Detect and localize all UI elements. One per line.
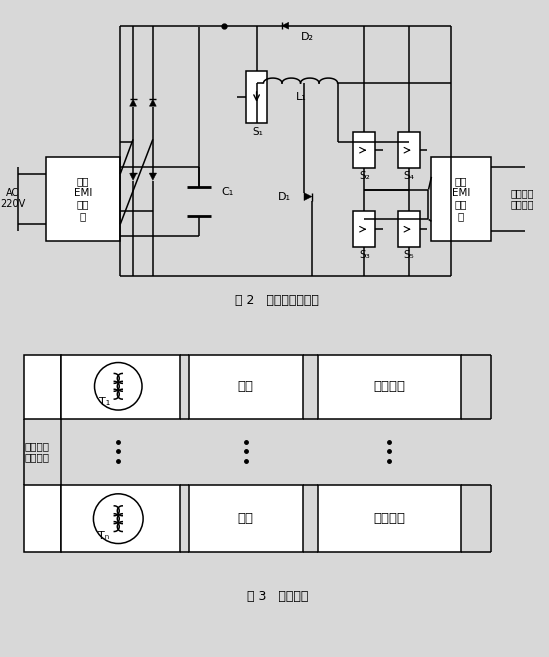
Bar <box>189 355 303 419</box>
Text: 输入
EMI
滤波
器: 输入 EMI 滤波 器 <box>74 176 92 221</box>
Polygon shape <box>282 22 289 29</box>
Bar <box>24 485 61 553</box>
Bar <box>318 485 461 553</box>
Text: 输出
EMI
滤波
器: 输出 EMI 滤波 器 <box>452 176 470 221</box>
Text: D₁: D₁ <box>278 192 291 202</box>
Bar <box>398 212 419 247</box>
Bar <box>398 133 419 168</box>
Text: 整流: 整流 <box>238 512 254 525</box>
Polygon shape <box>304 193 312 200</box>
Text: D₂: D₂ <box>300 32 313 41</box>
Bar <box>354 212 375 247</box>
Text: S₂: S₂ <box>359 171 369 181</box>
Bar <box>318 355 461 419</box>
Text: S₅: S₅ <box>404 250 414 260</box>
Bar <box>189 485 303 553</box>
Text: 图 3   次级框图: 图 3 次级框图 <box>247 590 308 603</box>
Text: 图 2   初级主电路结构: 图 2 初级主电路结构 <box>236 294 320 307</box>
Text: 线性稳压: 线性稳压 <box>373 512 405 525</box>
Text: S₁: S₁ <box>252 127 263 137</box>
Text: S₄: S₄ <box>404 171 414 181</box>
Polygon shape <box>130 173 137 180</box>
Text: 线性稳压: 线性稳压 <box>373 380 405 393</box>
Polygon shape <box>149 99 156 106</box>
Bar <box>61 485 180 553</box>
Text: 高频交流
电流母线: 高频交流 电流母线 <box>24 441 49 463</box>
Bar <box>46 157 120 241</box>
Text: 高频交流
电流母线: 高频交流 电流母线 <box>511 188 534 210</box>
Text: AC
220V: AC 220V <box>0 188 25 210</box>
Bar <box>354 133 375 168</box>
Text: 整流: 整流 <box>238 380 254 393</box>
Bar <box>24 355 61 419</box>
Text: T₁: T₁ <box>99 397 111 407</box>
Text: Tₙ: Tₙ <box>98 531 110 541</box>
Polygon shape <box>149 173 156 180</box>
Text: L₁: L₁ <box>296 92 306 102</box>
Text: C₁: C₁ <box>221 187 233 196</box>
Polygon shape <box>130 99 137 106</box>
Bar <box>61 355 180 419</box>
Bar <box>246 71 267 122</box>
Text: S₃: S₃ <box>359 250 369 260</box>
Bar <box>432 157 491 241</box>
